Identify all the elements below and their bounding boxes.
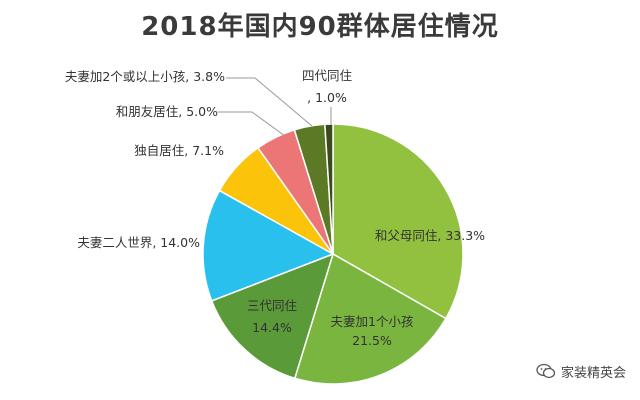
slice-label: 和父母同住, 33.3% — [375, 228, 485, 243]
slice-label: 夫妻加2个或以上小孩, 3.8% — [65, 69, 225, 84]
pie-slice — [210, 252, 335, 380]
label-leader-line — [226, 77, 313, 127]
pie-labels: 和父母同住, 33.3% 夫妻加1个小孩 21.5% 三代同住 14.4% 夫妻二人世界,… — [65, 68, 485, 348]
pie-slice — [332, 123, 464, 320]
watermark: 家装精英会 — [536, 361, 626, 381]
pie-slice — [324, 123, 334, 255]
wechat-icon — [536, 363, 556, 379]
label-leader-line — [218, 111, 286, 137]
slice-label: 独自居住, 7.1% — [134, 143, 224, 158]
chart-title: 2018年国内90群体居住情况 — [141, 12, 499, 42]
pie-slices — [202, 123, 464, 385]
slice-label: 三代同住 14.4% — [247, 298, 298, 335]
slice-label: 四代同住, 1.0% — [302, 68, 353, 105]
pie-slice — [293, 252, 447, 385]
watermark-text: 家装精英会 — [560, 365, 626, 381]
slice-label: 夫妻加1个小孩 21.5% — [331, 314, 414, 348]
slice-label: 和朋友居住, 5.0% — [116, 104, 218, 119]
pie-slice — [202, 189, 335, 302]
slice-label: 夫妻二人世界, 14.0% — [77, 235, 200, 250]
